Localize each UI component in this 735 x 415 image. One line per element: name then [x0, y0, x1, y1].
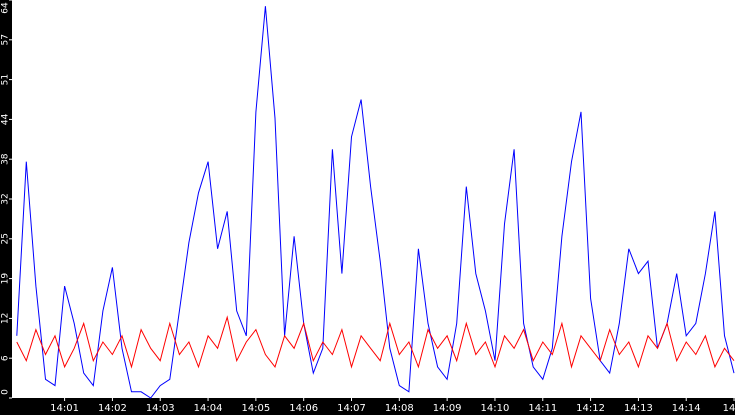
x-tick-label: 14:10 [481, 403, 510, 414]
x-tick-label: 14 [723, 403, 735, 414]
series-line [16, 6, 735, 399]
x-tick-label: 14:04 [194, 403, 223, 414]
x-tick-label: 14:11 [528, 403, 557, 414]
x-tick-label: 14:13 [624, 403, 653, 414]
x-tick-label: 14:09 [433, 403, 462, 414]
y-tick-label: 44 [1, 113, 11, 125]
x-tick-label: 14:14 [672, 403, 701, 414]
x-axis-band [0, 398, 735, 415]
x-tick-label: 14:12 [576, 403, 605, 414]
x-tick-label: 14:06 [289, 403, 318, 414]
y-tick-label: 38 [1, 153, 11, 165]
y-tick-label: 32 [1, 193, 11, 204]
x-tick-label: 14:05 [241, 403, 270, 414]
y-tick-label: 57 [1, 34, 11, 45]
y-tick-label: 19 [1, 273, 11, 285]
x-tick-label: 14:07 [337, 403, 366, 414]
x-tick-label: 14:02 [98, 403, 127, 414]
y-tick-label: 51 [1, 74, 11, 85]
y-tick-label: 64 [1, 2, 11, 14]
series-line [16, 315, 735, 369]
y-tick-label: 0 [1, 389, 11, 395]
x-tick-label: 14:01 [50, 403, 79, 414]
x-tick-label: 14:08 [385, 403, 414, 414]
y-axis-band [0, 0, 12, 415]
y-tick-label: 6 [1, 355, 11, 361]
y-tick-label: 25 [1, 233, 11, 244]
x-tick-label: 14:03 [146, 403, 175, 414]
y-tick-label: 12 [1, 313, 11, 324]
